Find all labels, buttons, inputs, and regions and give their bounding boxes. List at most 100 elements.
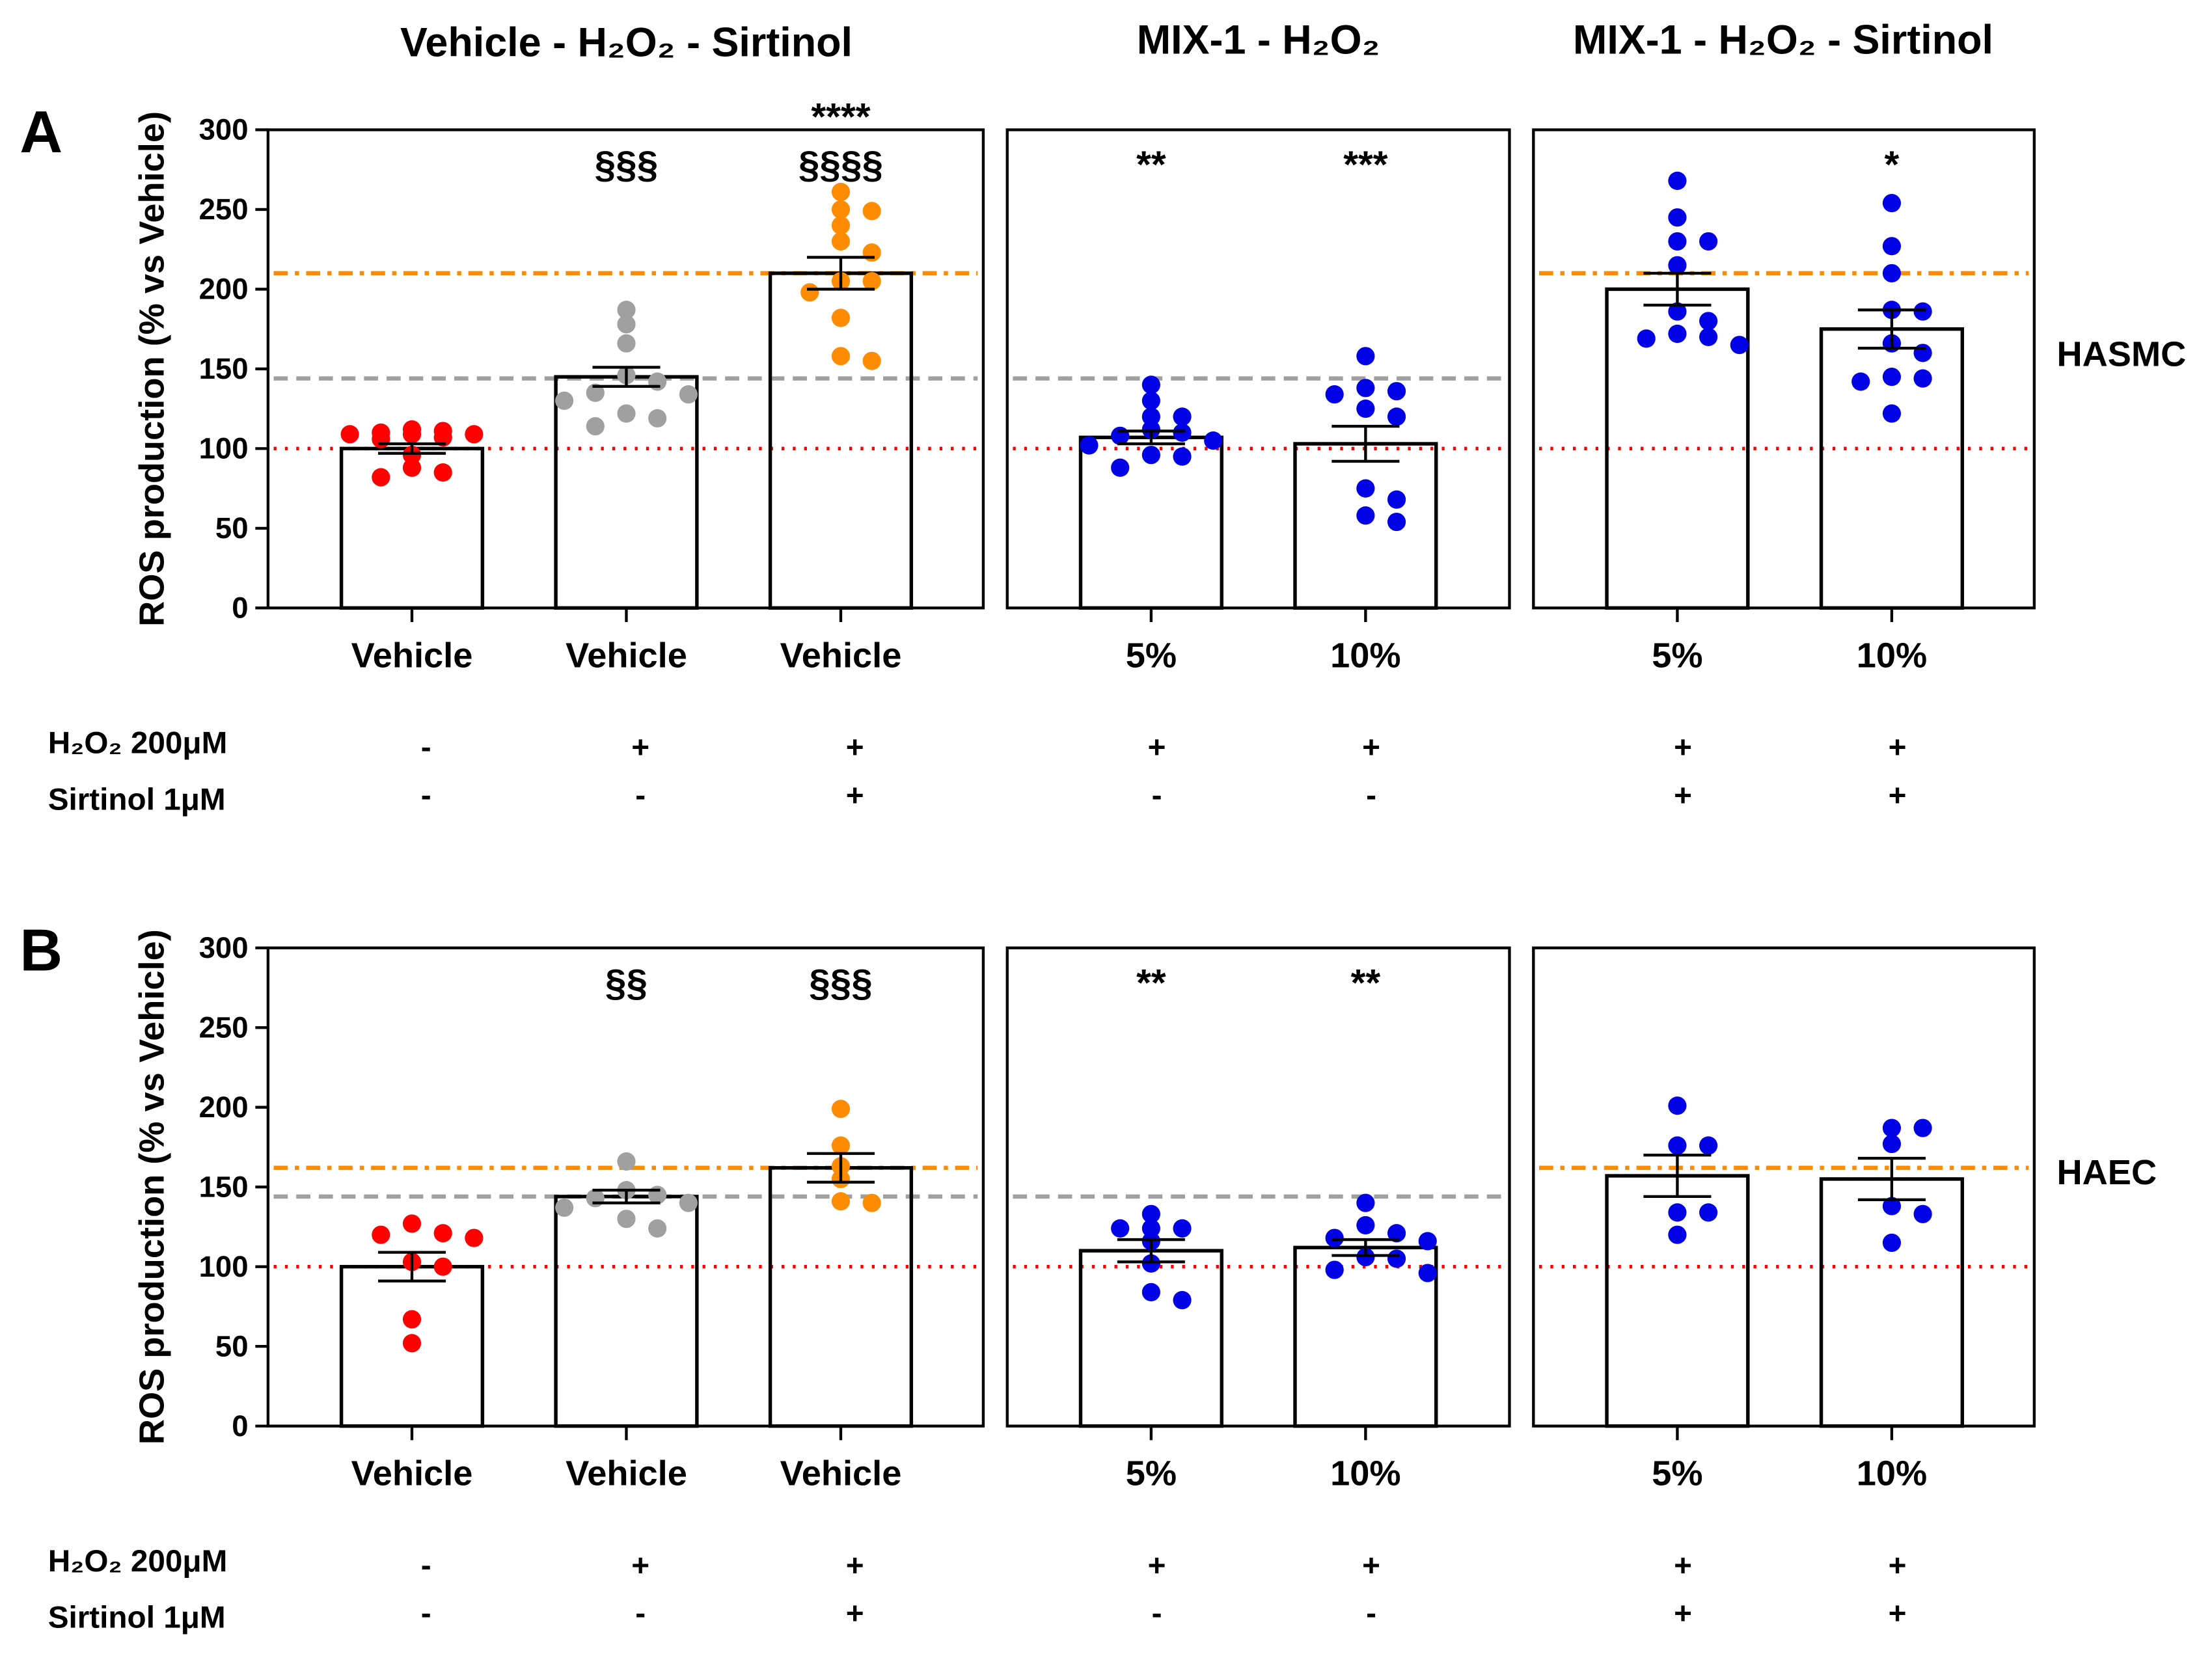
bar bbox=[1293, 1245, 1438, 1428]
h2o2-condition-sign: + bbox=[1889, 1548, 1907, 1582]
sirtinol-condition-label: Sirtinol 1μM bbox=[48, 782, 226, 817]
data-point bbox=[372, 468, 390, 487]
data-point bbox=[862, 272, 881, 291]
data-point bbox=[465, 1228, 484, 1247]
data-point bbox=[831, 216, 851, 235]
data-point bbox=[1325, 1260, 1344, 1279]
data-point bbox=[1668, 208, 1687, 227]
data-point bbox=[372, 1225, 390, 1244]
data-point bbox=[1387, 382, 1406, 401]
y-tick-label: 150 bbox=[199, 352, 249, 385]
h2o2-condition-sign: + bbox=[1674, 730, 1692, 765]
y-tick-label: 50 bbox=[215, 511, 249, 545]
sirtinol-condition-sign: - bbox=[635, 778, 646, 813]
significance-annotation: §§ bbox=[605, 962, 648, 1004]
y-tick-label: 300 bbox=[199, 113, 249, 146]
sirtinol-condition-sign: - bbox=[1152, 778, 1162, 813]
data-point bbox=[1668, 324, 1687, 344]
data-point bbox=[1387, 512, 1406, 532]
sirtinol-condition-sign: + bbox=[1889, 1596, 1907, 1631]
data-point bbox=[433, 1224, 452, 1243]
data-point bbox=[862, 243, 881, 262]
y-tick-label: 50 bbox=[215, 1329, 249, 1363]
data-point bbox=[1668, 1225, 1687, 1244]
significance-annotation: ** bbox=[1136, 962, 1166, 1004]
bar bbox=[1078, 1249, 1223, 1428]
h2o2-condition-sign: + bbox=[1674, 1548, 1692, 1582]
data-point bbox=[831, 1100, 851, 1119]
data-point bbox=[1730, 336, 1749, 355]
h2o2-condition-sign: + bbox=[846, 730, 864, 765]
data-point bbox=[1387, 407, 1406, 426]
h2o2-condition-sign: + bbox=[1148, 730, 1166, 765]
data-point bbox=[1356, 379, 1375, 398]
sirtinol-condition-sign: - bbox=[1152, 1596, 1162, 1631]
data-point bbox=[1356, 479, 1375, 498]
data-point bbox=[1699, 312, 1718, 331]
data-point bbox=[862, 202, 881, 221]
data-point bbox=[1668, 1096, 1687, 1115]
data-point bbox=[555, 1198, 574, 1217]
data-point bbox=[1387, 490, 1406, 509]
data-point bbox=[1668, 256, 1687, 275]
data-point bbox=[1173, 1291, 1192, 1310]
data-point bbox=[1882, 1134, 1902, 1154]
data-point bbox=[1356, 506, 1375, 525]
y-tick-label: 250 bbox=[199, 193, 249, 226]
h2o2-condition-sign: - bbox=[421, 1548, 431, 1582]
data-point bbox=[1111, 1219, 1130, 1238]
y-tick-label: 300 bbox=[199, 931, 249, 964]
bar bbox=[554, 1195, 699, 1428]
h2o2-condition-sign: + bbox=[1148, 1548, 1166, 1582]
data-point bbox=[433, 1257, 452, 1276]
data-point bbox=[1882, 404, 1902, 423]
data-point bbox=[831, 1192, 851, 1211]
data-point bbox=[831, 232, 851, 251]
data-point bbox=[1356, 1215, 1375, 1235]
significance-annotation: §§§§ bbox=[799, 144, 883, 186]
data-point bbox=[1882, 1233, 1902, 1253]
sirtinol-condition-sign: + bbox=[846, 778, 864, 813]
data-point bbox=[1356, 1193, 1375, 1212]
x-tick-label: 10% bbox=[1857, 636, 1927, 675]
data-point bbox=[1668, 1136, 1687, 1155]
data-point bbox=[555, 391, 574, 410]
data-point bbox=[402, 425, 422, 444]
data-point bbox=[1141, 420, 1160, 439]
h2o2-condition-sign: + bbox=[846, 1548, 864, 1582]
data-point bbox=[862, 351, 881, 370]
data-point bbox=[1699, 1203, 1718, 1222]
data-point bbox=[1141, 1204, 1160, 1223]
plot-frame bbox=[1532, 946, 2036, 1428]
data-point bbox=[1173, 423, 1192, 442]
data-point bbox=[1141, 375, 1160, 394]
data-point bbox=[648, 1219, 667, 1238]
data-point bbox=[831, 182, 851, 202]
y-tick-label: 200 bbox=[199, 273, 249, 306]
data-point bbox=[648, 372, 667, 391]
data-point bbox=[1882, 194, 1902, 213]
data-point bbox=[648, 409, 667, 428]
sirtinol-condition-sign: - bbox=[1366, 1596, 1376, 1631]
panel-letter: A bbox=[20, 100, 62, 165]
y-tick-label: 100 bbox=[199, 1250, 249, 1283]
data-point bbox=[586, 383, 605, 402]
data-point bbox=[831, 1136, 851, 1155]
data-point bbox=[1913, 369, 1932, 388]
x-tick-label: Vehicle bbox=[780, 636, 902, 675]
sirtinol-condition-sign: - bbox=[635, 1596, 646, 1631]
h2o2-condition-sign: + bbox=[1889, 730, 1907, 765]
significance-annotation: *** bbox=[1343, 144, 1388, 186]
x-tick-label: Vehicle bbox=[351, 1454, 473, 1493]
data-point bbox=[1882, 368, 1902, 387]
data-point bbox=[648, 1186, 667, 1204]
data-point bbox=[1387, 1249, 1406, 1268]
bar bbox=[1293, 442, 1438, 610]
sirtinol-condition-sign: - bbox=[421, 778, 431, 813]
data-point bbox=[1204, 431, 1223, 450]
h2o2-condition-label: H₂O₂ 200μM bbox=[48, 726, 228, 761]
plot-frame bbox=[1532, 128, 2036, 610]
y-axis-label: ROS production (% vs Vehicle) bbox=[132, 929, 171, 1445]
data-point bbox=[1913, 1119, 1932, 1137]
data-point bbox=[465, 425, 484, 444]
